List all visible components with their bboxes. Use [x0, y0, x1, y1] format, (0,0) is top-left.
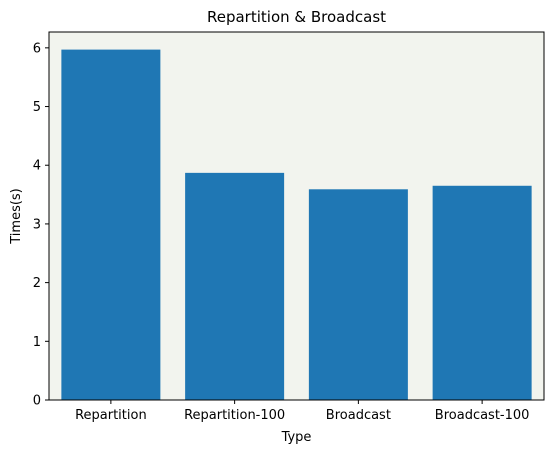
axes-frame — [48, 31, 545, 401]
y-tick-label: 1 — [33, 335, 41, 350]
x-axis-label: Type — [281, 430, 312, 445]
x-tick-label: Broadcast — [326, 408, 391, 423]
axes-layer — [48, 31, 545, 401]
bar-repartition-100 — [185, 172, 285, 400]
y-tick-label: 6 — [33, 41, 41, 56]
bar-broadcast-100 — [432, 185, 532, 400]
y-axis-label: Times(s) — [9, 188, 24, 245]
x-tick-label: Broadcast-100 — [435, 408, 530, 423]
y-tick-label: 3 — [33, 217, 41, 232]
ticks-layer: Repartition Repartition-100 Broadcast Broad… — [33, 41, 530, 423]
y-tick-label: 2 — [33, 276, 41, 291]
x-tick-label: Repartition — [75, 408, 147, 423]
y-tick-label: 5 — [33, 100, 41, 115]
bars-layer — [61, 49, 532, 400]
y-tick-label: 4 — [33, 159, 41, 174]
bar-repartition — [61, 49, 161, 400]
chart-title: Repartition & Broadcast — [207, 8, 386, 26]
bar-broadcast — [308, 189, 408, 400]
y-tick-label: 0 — [33, 394, 41, 409]
x-tick-label: Repartition-100 — [184, 408, 285, 423]
